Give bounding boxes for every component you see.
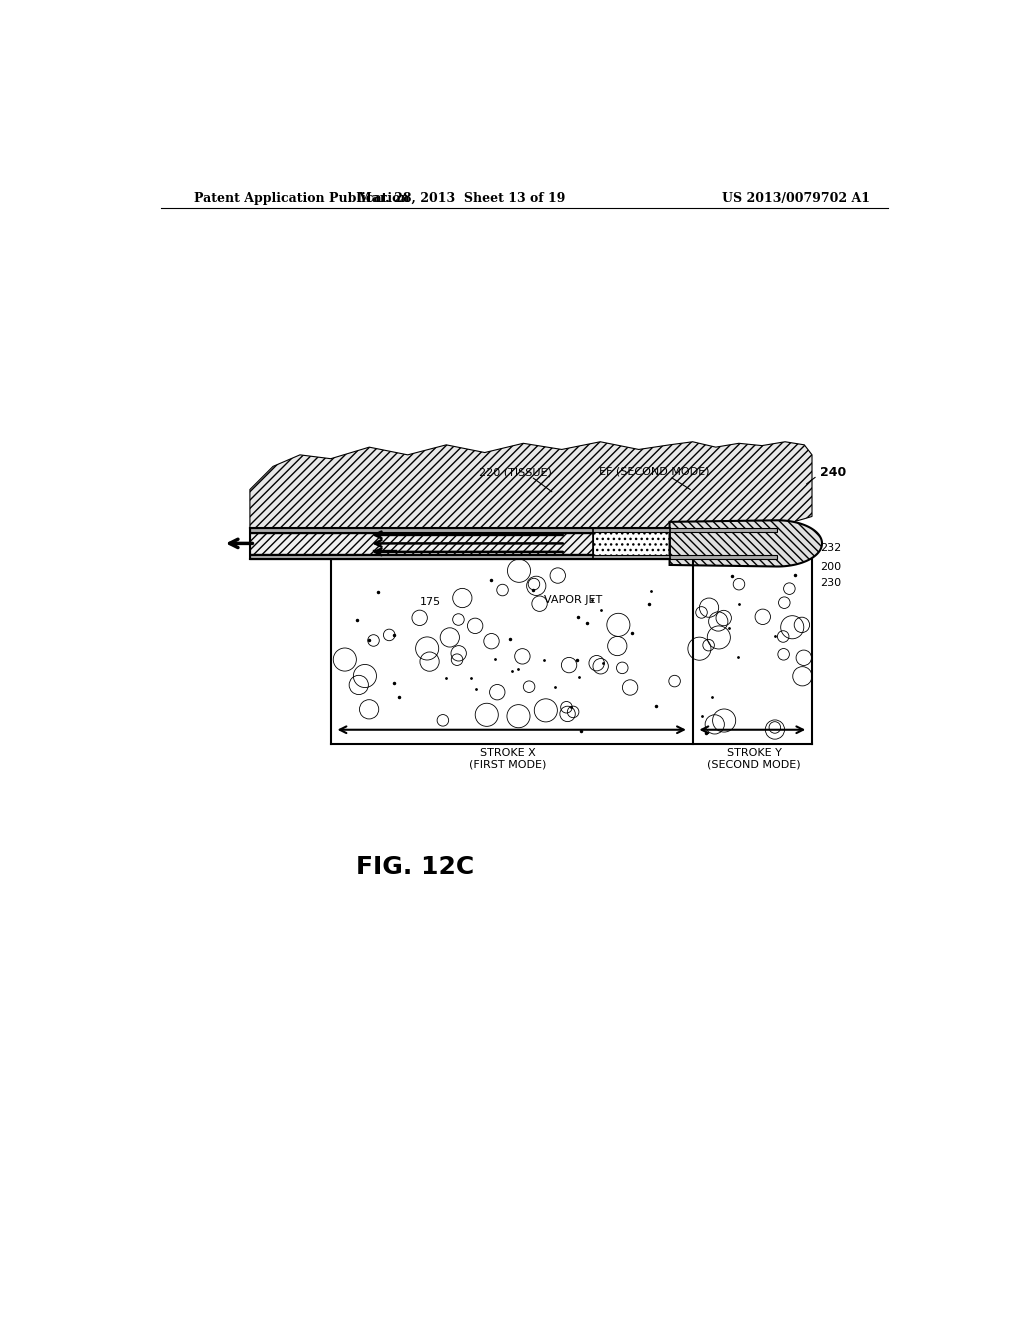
Text: 240: 240 [819,466,846,479]
Text: VAPOR JET: VAPOR JET [544,594,602,605]
Polygon shape [670,520,822,566]
Bar [250,554,777,558]
Text: 175: 175 [420,597,441,607]
Text: FIG. 12C: FIG. 12C [356,855,474,879]
Text: STROKE Y
(SECOND MODE): STROKE Y (SECOND MODE) [708,748,801,770]
Text: STROKE X
(FIRST MODE): STROKE X (FIRST MODE) [469,748,547,770]
Text: 220 (TISSUE): 220 (TISSUE) [479,467,552,478]
Bar [250,528,593,558]
Text: Patent Application Publication: Patent Application Publication [194,191,410,205]
Text: EF (SECOND MODE): EF (SECOND MODE) [599,467,710,477]
Text: 200: 200 [819,561,841,572]
Bar [670,528,777,558]
Bar [593,528,670,558]
Text: 232: 232 [819,543,841,553]
Polygon shape [250,442,812,528]
Text: US 2013/0079702 A1: US 2013/0079702 A1 [722,191,869,205]
Text: Mar. 28, 2013  Sheet 13 of 19: Mar. 28, 2013 Sheet 13 of 19 [358,191,565,205]
Bar [250,528,777,532]
Text: 230: 230 [819,578,841,589]
Text: 225: 225 [372,536,397,548]
